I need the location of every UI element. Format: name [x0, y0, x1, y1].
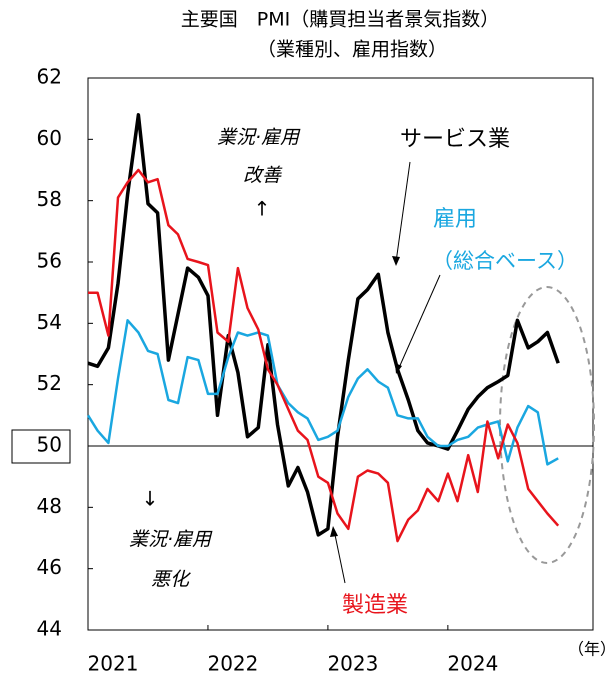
y-tick-label: 56: [37, 249, 62, 273]
tick-box: [11, 429, 71, 464]
chart-subtitle: （業種別、雇用指数）: [257, 39, 447, 61]
y-tick-label: 52: [37, 371, 62, 395]
x-tick-label: 2023: [327, 652, 378, 676]
x-unit: （年）: [568, 640, 616, 659]
x-tick-label: 2022: [207, 652, 258, 676]
annotation: 改善: [243, 165, 283, 187]
annotation: 悪化: [151, 569, 191, 591]
y-tick-label: 62: [37, 65, 62, 89]
series-label: 雇用: [433, 207, 477, 232]
y-tick-label: 44: [37, 617, 62, 641]
arrowhead: [392, 256, 400, 266]
pointer: [333, 529, 346, 584]
x-tick-label: 2024: [447, 652, 498, 676]
y-tick-label: 58: [37, 187, 62, 211]
pointer: [395, 161, 411, 263]
annotation: （総合ベース）: [432, 249, 578, 273]
plot-frame: [87, 77, 594, 631]
annotation: ↑: [254, 197, 271, 221]
arrowhead: [330, 526, 338, 537]
y-tick-label: 50: [37, 433, 62, 457]
y-tick-label: 54: [37, 310, 62, 334]
y-tick-label: 48: [37, 494, 62, 518]
series-line: [87, 113, 560, 537]
x-tick-label: 2021: [88, 652, 139, 676]
series-label: 製造業: [342, 593, 408, 618]
annotation: ↓: [142, 487, 159, 511]
series-line: [86, 319, 559, 466]
pointer: [397, 274, 441, 371]
annotation: 業況·雇用: [217, 127, 301, 149]
y-tick-label: 46: [37, 555, 62, 579]
highlight-ellipse: [499, 286, 595, 564]
y-tick-label: 60: [37, 126, 62, 150]
annotation: 業況·雇用: [129, 529, 213, 551]
chart-title: 主要国 PMI（購買担当者景気指数）: [181, 9, 499, 31]
series-label: サービス業: [400, 127, 510, 152]
series-line: [88, 168, 560, 543]
